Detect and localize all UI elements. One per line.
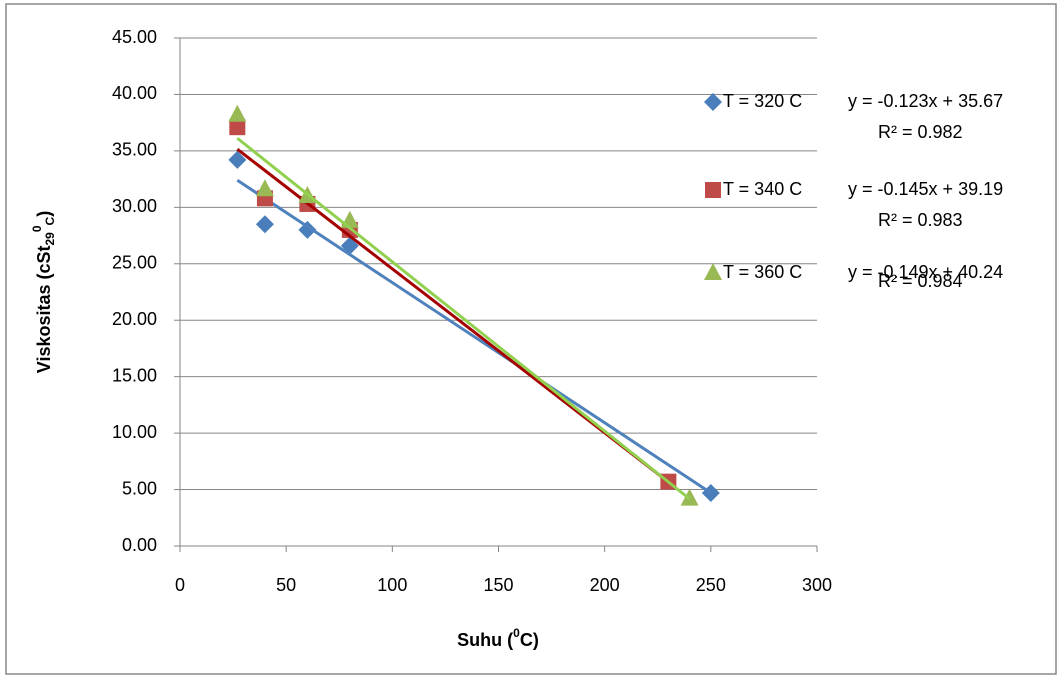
y-tick-label: 10.00 xyxy=(112,422,157,442)
y-title-part: Viskositas (cSt xyxy=(34,245,54,373)
x-tick-label: 250 xyxy=(696,575,726,595)
x-title-part: C) xyxy=(520,630,539,650)
x-tick-label: 150 xyxy=(483,575,513,595)
legend-label: T = 340 C xyxy=(723,179,802,199)
trendline-r-squared: R² = 0.982 xyxy=(878,122,963,142)
y-tick-label: 20.00 xyxy=(112,309,157,329)
y-title-sub: C xyxy=(43,216,57,225)
y-tick-label: 30.00 xyxy=(112,196,157,216)
x-axis-title: Suhu (0C) xyxy=(457,626,539,650)
y-tick-label: 5.00 xyxy=(122,478,157,498)
chart: Suhu (0C) Viskositas (cSt290C) 0.005.001… xyxy=(0,0,1064,681)
y-tick-label: 25.00 xyxy=(112,253,157,273)
y-tick-label: 15.00 xyxy=(112,365,157,385)
y-title-part: ) xyxy=(34,211,54,217)
point xyxy=(705,182,721,198)
legend-label: T = 320 C xyxy=(723,91,802,111)
x-tick-label: 300 xyxy=(802,575,832,595)
y-tick-label: 40.00 xyxy=(112,83,157,103)
x-tick-label: 50 xyxy=(276,575,296,595)
trendline-r-squared: R² = 0.984 xyxy=(878,271,963,291)
y-tick-label: 45.00 xyxy=(112,27,157,47)
legend-label: T = 360 C xyxy=(723,262,802,282)
y-tick-label: 0.00 xyxy=(122,535,157,555)
x-tick-label: 0 xyxy=(175,575,185,595)
x-title-part: Suhu ( xyxy=(457,630,513,650)
trendline-r-squared: R² = 0.983 xyxy=(878,210,963,230)
y-tick-label: 35.00 xyxy=(112,140,157,160)
trendline-equation: y = -0.145x + 39.19 xyxy=(848,179,1003,199)
y-title-sub: 29 xyxy=(43,232,57,246)
y-title-sup: 0 xyxy=(30,225,44,232)
trendline-equation: y = -0.123x + 35.67 xyxy=(848,91,1003,111)
x-tick-label: 200 xyxy=(590,575,620,595)
x-tick-label: 100 xyxy=(377,575,407,595)
